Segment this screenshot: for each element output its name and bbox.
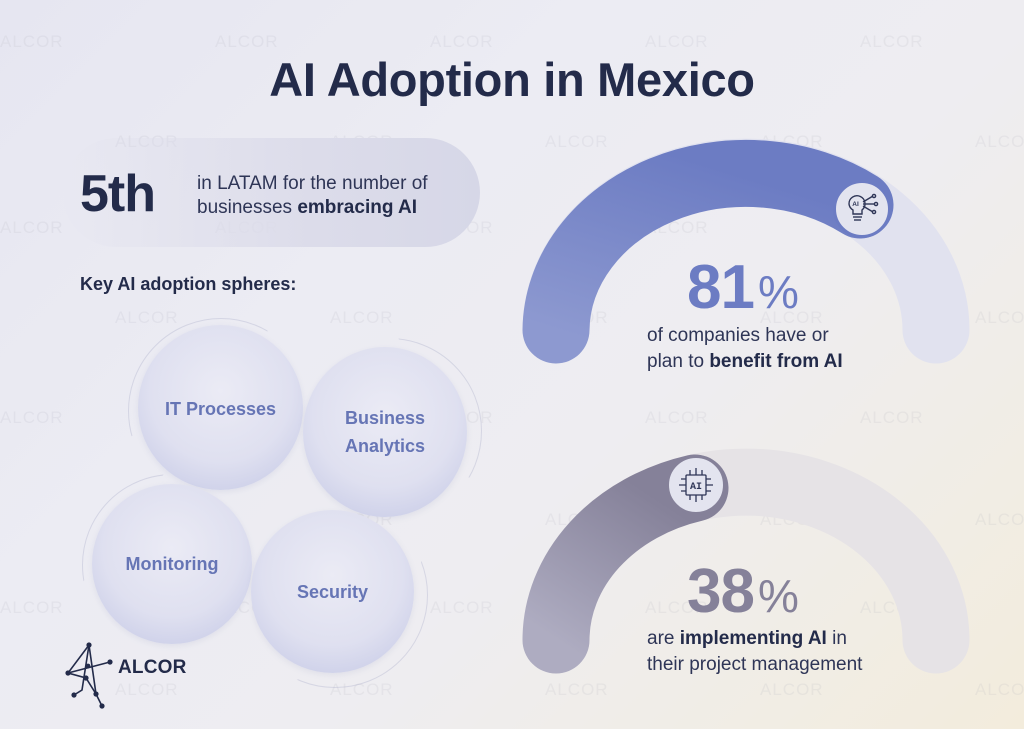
alcor-logo-icon — [65, 642, 113, 709]
badge-ai-chip: AI — [666, 455, 726, 515]
ranking-value: 5th — [80, 165, 156, 223]
badge-ai-lightbulb: AI — [833, 180, 891, 238]
ranking-highlight: embracing AI — [297, 197, 418, 218]
ranking-text: in LATAM for the number of businesses em… — [197, 172, 428, 220]
ai-lightbulb-icon: AI — [848, 193, 879, 221]
stat-38-value: 38% — [687, 557, 799, 626]
ranking-pill — [62, 138, 480, 247]
stat-81-description: of companies have or plan to benefit fro… — [647, 325, 843, 372]
gauge-38-value — [522, 454, 729, 674]
sphere-business-analytics: Business Analytics — [303, 347, 467, 517]
spheres-heading: Key AI adoption spheres: — [80, 274, 297, 294]
ranking-line-2: businesses embracing AI — [197, 197, 418, 218]
sphere-monitoring: Monitoring — [92, 484, 252, 644]
stat-81-value: 81% — [687, 253, 799, 322]
ai-chip-icon: AI — [679, 468, 713, 502]
page-title: AI Adoption in Mexico — [269, 53, 755, 106]
sphere-security: Security — [251, 510, 414, 673]
svg-text:AI: AI — [690, 482, 702, 493]
svg-text:AI: AI — [852, 201, 859, 208]
brand-name: ALCOR — [118, 657, 187, 678]
gauge-81-value — [522, 139, 894, 364]
sphere-it-processes: IT Processes — [138, 325, 303, 490]
ranking-line-1: in LATAM for the number of — [197, 173, 428, 194]
stat-38-description: are implementing AI in their project man… — [647, 628, 863, 675]
